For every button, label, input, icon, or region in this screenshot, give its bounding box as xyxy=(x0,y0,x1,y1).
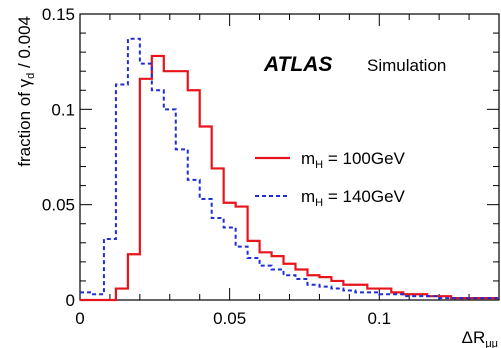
axis-ticks xyxy=(79,13,500,301)
histograms xyxy=(80,37,499,302)
x-axis-title: ΔRμμ xyxy=(462,328,498,348)
y-tick-label: 0 xyxy=(66,291,75,310)
y-tick-label: 0.05 xyxy=(42,196,75,215)
histogram-series-0 xyxy=(80,54,499,302)
x-axis-title-sub: μμ xyxy=(485,338,498,348)
simulation-label: Simulation xyxy=(367,56,446,75)
legend-label-mh140: mH = 140GeV xyxy=(301,187,406,209)
x-tick-label: 0 xyxy=(75,309,84,328)
x-tick-label: 0.05 xyxy=(213,309,246,328)
y-axis-title-sub: d xyxy=(25,73,37,79)
y-tick-label: 0.1 xyxy=(51,100,75,119)
y-axis-title-tail: / 0.004 xyxy=(15,16,34,73)
atlas-label: ATLAS xyxy=(263,53,332,76)
legend-label-mh100: mH = 100GeV xyxy=(301,149,406,171)
y-tick-label: 0.15 xyxy=(42,5,75,24)
x-tick-labels: 0 0.05 0.1 xyxy=(75,309,391,328)
y-tick-labels: 0 0.05 0.1 0.15 xyxy=(42,5,75,310)
x-tick-label: 0.1 xyxy=(367,309,391,328)
y-axis-title: fraction of γd / 0.004 xyxy=(15,16,37,167)
histogram-series-1 xyxy=(80,37,499,300)
legend: mH = 100GeV mH = 140GeV xyxy=(255,149,406,209)
